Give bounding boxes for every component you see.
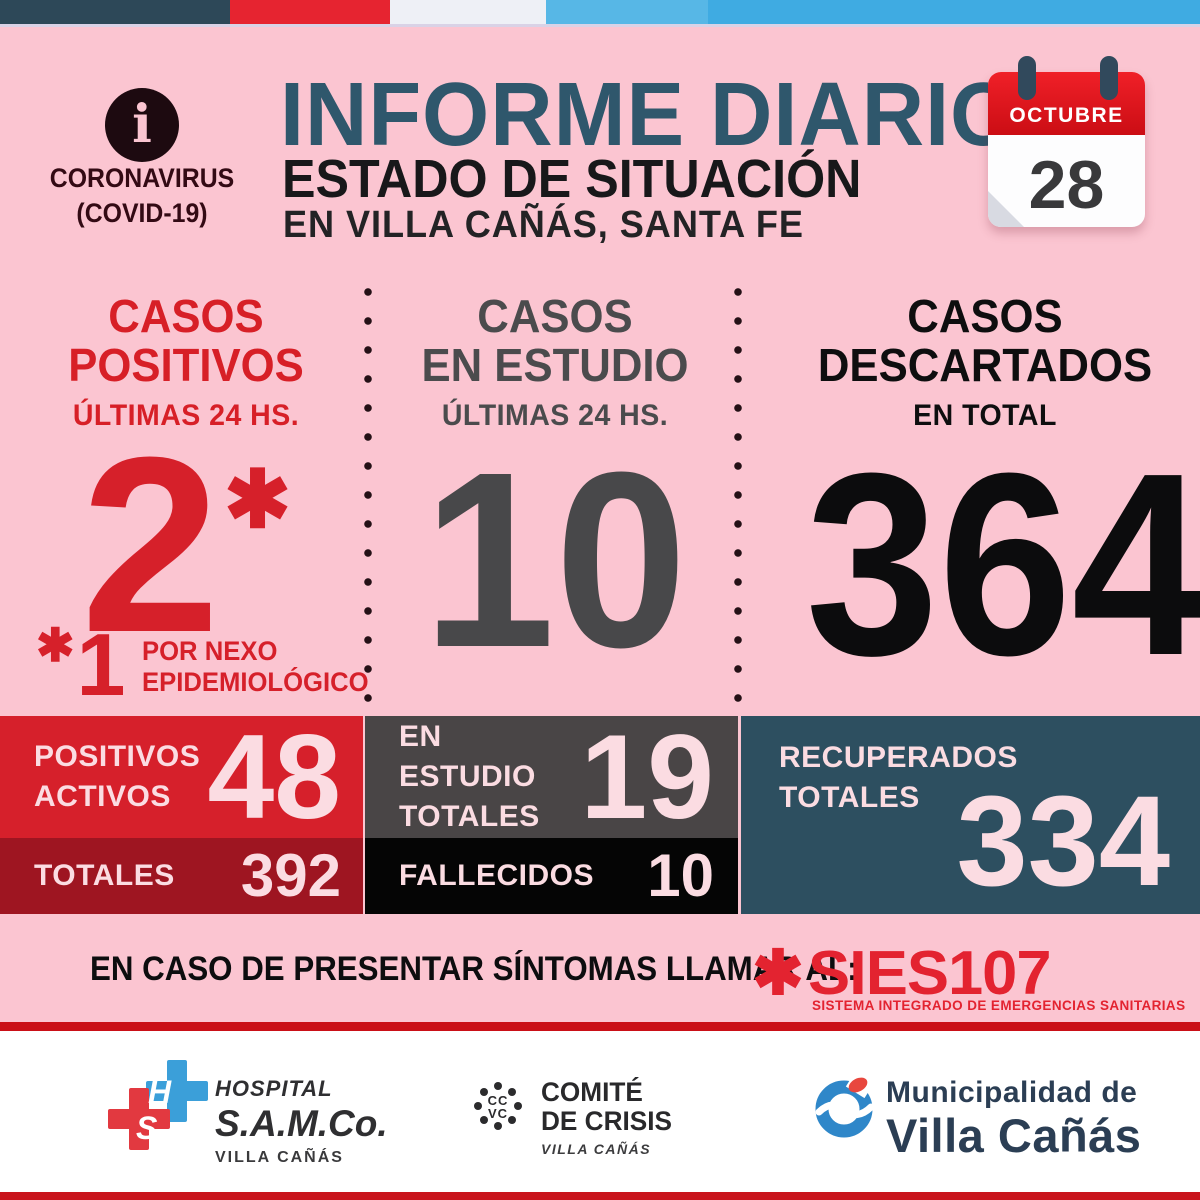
column-casos-en-estudio: CASOS EN ESTUDIO ÚLTIMAS 24 HS. (400, 292, 710, 433)
column-casos-descartados: CASOS DESCARTADOS EN TOTAL (790, 292, 1180, 433)
monogram-line: CC (487, 1093, 509, 1108)
footnote-line: EPIDEMIOLÓGICO (141, 667, 369, 697)
column-title: CASOS (907, 290, 1063, 342)
calendar-icon: OCTUBRE 28 (985, 52, 1147, 232)
star-of-life-icon: ✱ (752, 938, 804, 1008)
red-divider (0, 1022, 1200, 1031)
stripe-segment (390, 0, 546, 24)
column-subtitle: ÚLTIMAS 24 HS. (441, 399, 669, 432)
page-location: EN VILLA CAÑÁS, SANTA FE (283, 204, 804, 246)
top-color-stripe (0, 0, 1200, 27)
stat-en-estudio-totales: EN ESTUDIO TOTALES 19 (365, 716, 738, 838)
hospital-label: HOSPITAL (215, 1076, 333, 1101)
footnote-number: 1 (76, 615, 126, 715)
symptoms-call-text: EN CASO DE PRESENTAR SÍNTOMAS LLAMAR AL: (90, 950, 858, 988)
column-subtitle: EN TOTAL (913, 399, 1057, 432)
calendar-month: OCTUBRE (1009, 104, 1124, 127)
hospital-samco-logo-icon: H S (108, 1060, 208, 1164)
stat-label-line: POSITIVOS (34, 740, 201, 773)
dot-ring-icon (494, 1082, 502, 1090)
casos-descartados-value: 364 (805, 420, 1200, 710)
red-cross-icon (108, 1088, 170, 1150)
stat-label-line: TOTALES (399, 800, 540, 833)
casos-en-estudio-value: 10 (422, 420, 688, 699)
stripe-segment (546, 0, 708, 24)
calendar-peg-icon (1018, 56, 1036, 100)
stripe-segment (0, 0, 230, 24)
hospital-monogram-h: H (148, 1074, 172, 1110)
comite-crisis-text: COMITÉ DE CRISIS VILLA CAÑÁS (541, 1077, 676, 1158)
municipality-logo-icon (813, 1067, 879, 1145)
sies107-wordmark: SIES107 (807, 939, 1052, 1008)
casos-positivos-value: 2 ✱ (36, 420, 336, 670)
stat-label: TOTALES (34, 859, 175, 892)
info-icon: i (105, 88, 179, 162)
hospital-name: S.A.M.Co. (215, 1103, 388, 1144)
stat-value: 392 (240, 842, 341, 909)
comite-crisis-logo-icon: CC VC (477, 1082, 523, 1132)
stat-label: EN ESTUDIO TOTALES (399, 717, 581, 837)
column-casos-positivos: CASOS POSITIVOS ÚLTIMAS 24 HS. (36, 292, 336, 433)
footnote: ✱ 1 POR NEXO EPIDEMIOLÓGICO (36, 615, 381, 715)
stat-positivos-activos: POSITIVOS ACTIVOS 48 (0, 716, 363, 838)
hospital-monogram-s: S (136, 1110, 158, 1146)
footer-band (0, 1031, 1200, 1192)
column-title: EN ESTUDIO (421, 339, 689, 391)
stat-label: POSITIVOS ACTIVOS (34, 737, 200, 817)
stat-label: RECUPERADOS TOTALES (779, 738, 1018, 818)
footnote-line: POR NEXO (141, 636, 277, 666)
ccvc-monogram: CC VC (477, 1094, 519, 1120)
column-subtitle: ÚLTIMAS 24 HS. (72, 399, 300, 432)
blue-cross-icon (146, 1060, 208, 1122)
stat-value: 334 (956, 770, 1170, 913)
monogram-line: VC (487, 1106, 509, 1121)
sies107-logo: ✱ SIES107 (752, 938, 1051, 1009)
stripe-segment (230, 0, 390, 24)
stat-label-line: TOTALES (779, 781, 920, 814)
column-title: CASOS (477, 290, 633, 342)
stripe-segment (708, 0, 1200, 24)
asterisk-icon: ✱ (224, 455, 292, 544)
bottom-red-bar (0, 1192, 1200, 1200)
dotted-divider (364, 288, 372, 708)
badge-coronavirus-label: CORONAVIRUS (49, 163, 235, 193)
municipality-text: Municipalidad de Villa Cañás (886, 1076, 1141, 1163)
comite-line: COMITÉ (541, 1077, 643, 1107)
asterisk-icon: ✱ (36, 619, 75, 671)
column-title: POSITIVOS (68, 339, 304, 391)
column-title: CASOS (108, 290, 264, 342)
calendar-month-header: OCTUBRE (988, 72, 1145, 135)
calendar-card: OCTUBRE 28 (988, 72, 1145, 227)
stat-recuperados-totales: RECUPERADOS TOTALES 334 (741, 716, 1200, 914)
stat-label: FALLECIDOS (399, 859, 595, 892)
page-subtitle: ESTADO DE SITUACIÓN (282, 149, 862, 209)
municipality-line1: Municipalidad de (886, 1076, 1138, 1109)
municipality-line2: Villa Cañás (886, 1109, 1142, 1162)
column-title: DESCARTADOS (817, 339, 1153, 391)
stat-positivos-totales: TOTALES 392 (0, 838, 363, 914)
info-icon-glyph: i (132, 94, 152, 155)
hospital-city: VILLA CAÑÁS (215, 1149, 344, 1166)
comite-city: VILLA CAÑÁS (541, 1141, 652, 1157)
value-text: 2 (80, 405, 220, 684)
footnote-text: POR NEXO EPIDEMIOLÓGICO (142, 636, 381, 698)
stat-label-line: ACTIVOS (34, 780, 171, 813)
calendar-day: 28 (1028, 146, 1105, 223)
stat-value: 19 (580, 710, 714, 844)
page-title: INFORME DIARIO (280, 65, 1019, 165)
badge-covid-label: (COVID-19) (76, 198, 208, 228)
stat-label-line: RECUPERADOS (779, 741, 1018, 774)
hospital-samco-text: HOSPITAL S.A.M.Co. VILLA CAÑÁS (215, 1076, 388, 1167)
stat-value: 10 (647, 842, 714, 909)
sies107-tagline: SISTEMA INTEGRADO DE EMERGENCIAS SANITAR… (812, 998, 1186, 1013)
stat-value: 48 (207, 710, 341, 844)
calendar-peg-icon (1100, 56, 1118, 100)
comite-line: DE CRISIS (541, 1106, 672, 1136)
calendar-day-body: 28 (988, 135, 1145, 227)
stat-fallecidos: FALLECIDOS 10 (365, 838, 738, 914)
dotted-divider (734, 288, 742, 708)
stat-label-line: EN ESTUDIO (399, 720, 536, 793)
